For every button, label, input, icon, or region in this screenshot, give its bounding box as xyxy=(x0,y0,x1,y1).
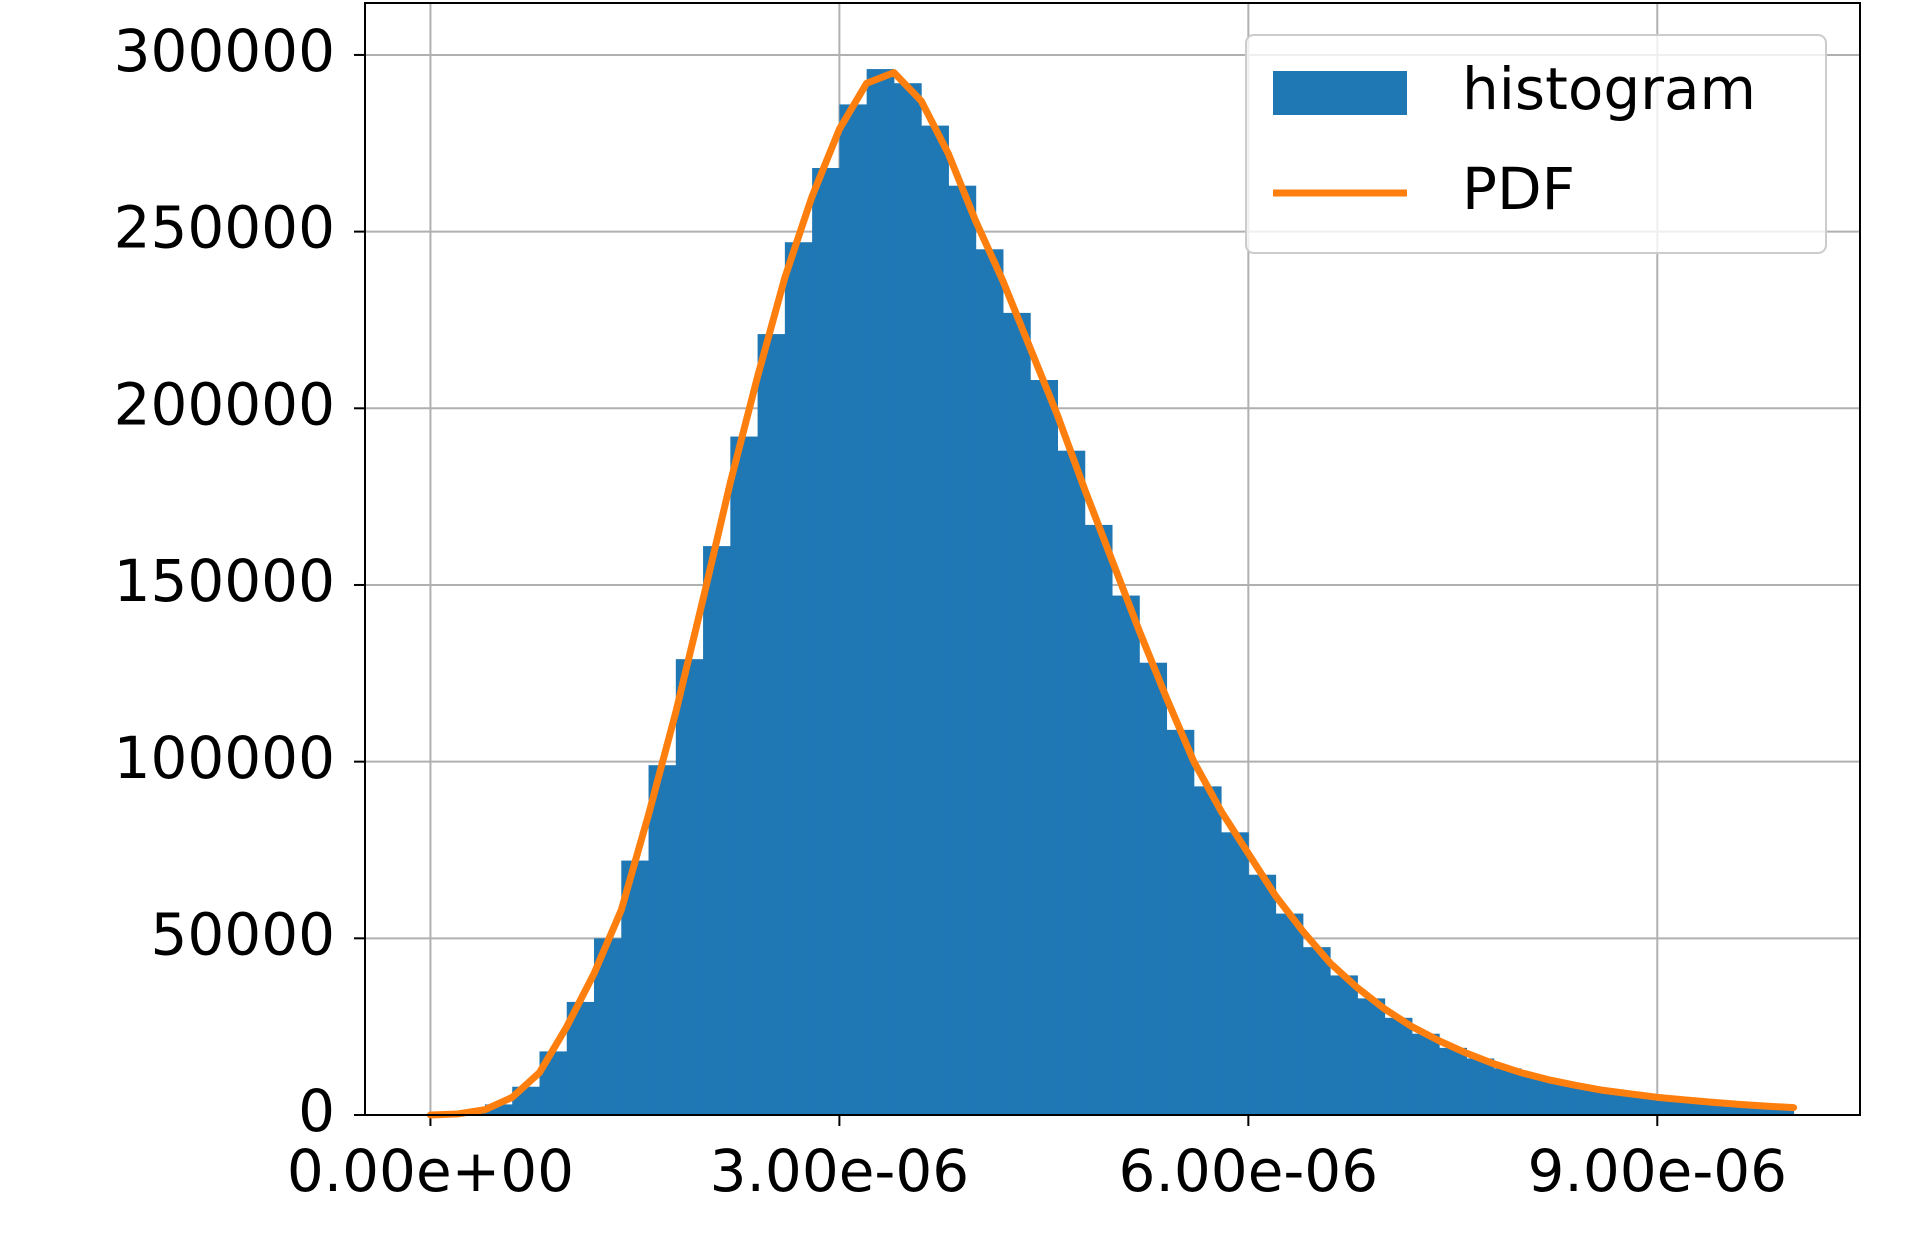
histogram-bar xyxy=(1711,1103,1740,1115)
histogram-bar xyxy=(1657,1098,1686,1115)
histogram-bar xyxy=(730,436,759,1116)
histogram-bar xyxy=(975,249,1004,1115)
histogram-bar xyxy=(648,765,677,1115)
y-tick-label: 50000 xyxy=(150,900,335,968)
x-tick-label: 9.00e-06 xyxy=(1528,1137,1788,1205)
x-tick-label: 6.00e-06 xyxy=(1119,1137,1379,1205)
histogram-bar xyxy=(484,1104,513,1115)
histogram-bar xyxy=(1166,729,1195,1115)
histogram-bar xyxy=(1302,947,1331,1115)
histogram-bar xyxy=(1112,595,1140,1115)
histogram-bar xyxy=(675,659,704,1115)
histogram-bar xyxy=(812,168,840,1115)
histogram-bar xyxy=(1057,450,1086,1115)
histogram-bar xyxy=(1439,1047,1467,1115)
pdf-line xyxy=(426,69,1798,1119)
histogram-bar xyxy=(1602,1092,1631,1115)
histogram-bar xyxy=(784,242,813,1115)
axes-frame xyxy=(364,2,1861,1116)
x-tick-label: 3.00e-06 xyxy=(710,1137,970,1205)
histogram-bar xyxy=(1030,380,1058,1116)
histogram-bar xyxy=(1520,1076,1549,1115)
histogram-bar xyxy=(1384,1017,1413,1115)
y-tick-label: 250000 xyxy=(114,194,335,262)
histogram-bar xyxy=(1357,998,1386,1115)
histogram-bar xyxy=(1493,1068,1522,1115)
histogram-bar xyxy=(1002,312,1031,1116)
histogram-bar xyxy=(1766,1106,1795,1115)
y-tick-label: 0 xyxy=(298,1077,335,1145)
y-tick-label: 200000 xyxy=(114,370,335,438)
histogram-bar xyxy=(703,546,731,1115)
histogram-bar xyxy=(1466,1058,1495,1115)
histogram-bar xyxy=(1411,1033,1440,1115)
y-tick-label: 300000 xyxy=(114,17,335,85)
legend-label: PDF xyxy=(1462,155,1575,223)
legend-label: histogram xyxy=(1462,55,1756,123)
histogram-bar xyxy=(921,125,949,1115)
legend-patch xyxy=(1273,71,1407,115)
histogram-bar xyxy=(1221,832,1249,1115)
histogram-bar xyxy=(839,104,868,1116)
histogram-bar xyxy=(1248,874,1277,1115)
histogram-bar xyxy=(866,69,895,1115)
histogram-bar xyxy=(948,185,977,1115)
y-tick-label: 100000 xyxy=(114,724,335,792)
histogram-bar xyxy=(1275,913,1304,1115)
histogram-bar xyxy=(757,334,786,1115)
histogram-bar xyxy=(1630,1095,1658,1115)
histogram-bar xyxy=(893,83,922,1116)
histogram-bar xyxy=(1084,524,1113,1115)
y-tick-label: 150000 xyxy=(114,547,335,615)
histogram-bar xyxy=(1330,975,1358,1115)
histogram-bar xyxy=(1739,1105,1767,1115)
legend: histogram PDF xyxy=(1245,34,1827,254)
x-tick-label: 0.00e+00 xyxy=(287,1137,574,1205)
histogram-bar xyxy=(1139,662,1168,1115)
histogram-bar xyxy=(1193,786,1222,1115)
